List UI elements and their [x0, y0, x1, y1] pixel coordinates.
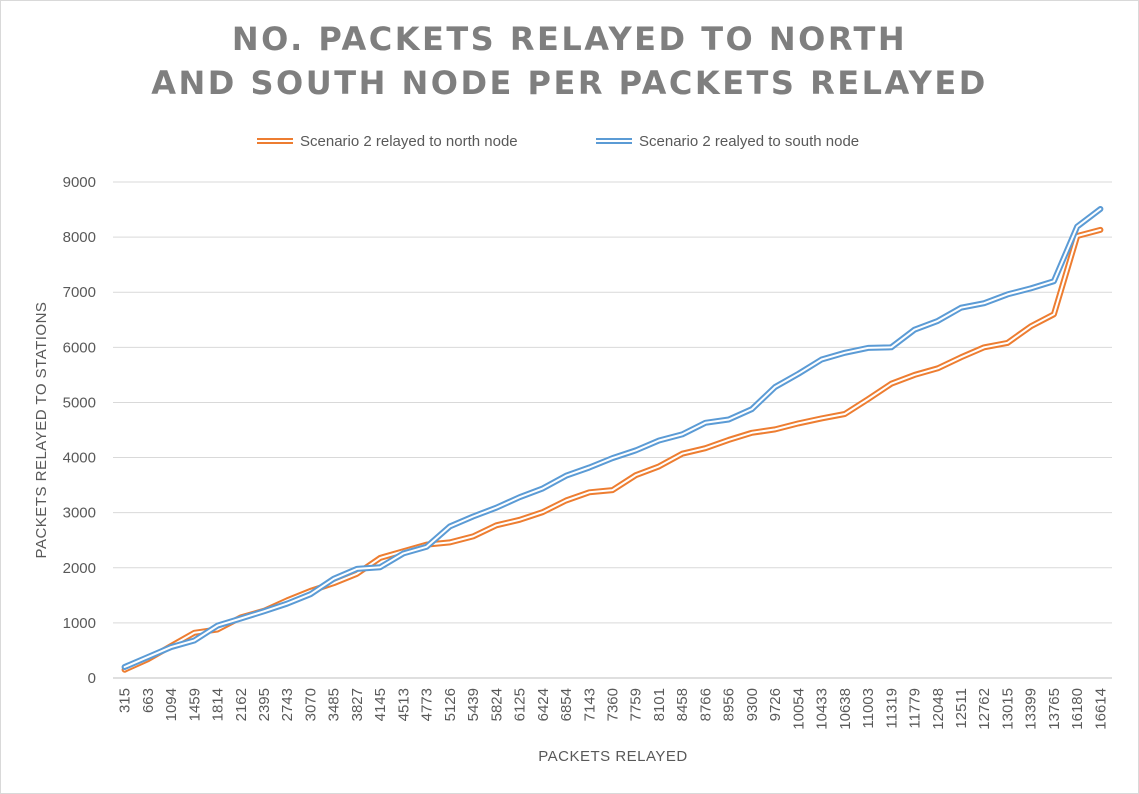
x-tick-label: 2743: [279, 688, 296, 721]
y-tick-label: 9000: [63, 174, 96, 191]
x-tick-label: 10433: [814, 688, 831, 730]
x-tick-label: 5439: [465, 688, 482, 721]
series-line-2-outer: [121, 206, 1104, 670]
x-tick-label: 11003: [860, 688, 877, 729]
x-tick-label: 12511: [953, 688, 970, 729]
x-tick-label: 6424: [535, 688, 552, 721]
x-tick-label: 10638: [837, 688, 854, 730]
x-tick-label: 2395: [256, 688, 273, 721]
x-tick-label: 2162: [233, 688, 250, 721]
x-tick-label: 10054: [790, 688, 807, 730]
x-tick-label: 4773: [419, 688, 436, 721]
y-axis-tick-labels: 0 1000 2000 3000 4000 5000 6000 7000 8000 9000: [63, 174, 96, 687]
x-tick-label: 9726: [767, 688, 784, 721]
series-line-1-inner: [123, 228, 1102, 671]
x-tick-label: 13765: [1046, 688, 1063, 730]
y-tick-label: 6000: [63, 339, 96, 356]
series-line-1-outer: [121, 226, 1104, 673]
x-tick-label: 5824: [488, 688, 505, 721]
y-tick-label: 1000: [63, 615, 96, 632]
x-tick-label: 7360: [605, 688, 622, 721]
x-tick-label: 1459: [186, 688, 203, 721]
x-tick-label: 8956: [721, 688, 738, 721]
chart-title-line-1: NO. PACKETS RELAYED TO NORTH: [231, 20, 908, 58]
legend: Scenario 2 relayed to north node Scenario…: [257, 133, 859, 150]
x-tick-label: 8101: [651, 688, 668, 721]
x-tick-label: 6854: [558, 688, 575, 721]
x-axis-label: PACKETS RELAYED: [538, 748, 688, 765]
x-tick-label: 9300: [744, 688, 761, 721]
y-tick-label: 4000: [63, 450, 96, 467]
legend-label-1: Scenario 2 relayed to north node: [300, 133, 518, 150]
x-tick-label: 3827: [349, 688, 366, 721]
y-tick-label: 8000: [63, 229, 96, 246]
legend-label-2: Scenario 2 realyed to south node: [639, 133, 859, 150]
x-tick-label: 315: [117, 688, 134, 713]
x-tick-label: 4513: [395, 688, 412, 721]
x-tick-label: 8458: [674, 688, 691, 721]
x-tick-label: 1094: [163, 688, 180, 721]
y-tick-label: 3000: [63, 505, 96, 522]
x-tick-label: 11779: [907, 688, 924, 729]
x-axis-tick-labels: 315 663 1094 1459 1814 2162 2395 2743 3070 3485 38…: [117, 688, 1110, 730]
x-tick-label: 12762: [976, 688, 993, 730]
x-tick-label: 3485: [326, 688, 343, 721]
x-tick-label: 663: [140, 688, 157, 713]
gridlines: [113, 181, 1112, 679]
y-tick-label: 7000: [63, 284, 96, 301]
x-tick-label: 5126: [442, 688, 459, 721]
y-axis-label: PACKETS RELAYED TO STATIONS: [33, 302, 50, 559]
x-tick-label: 12048: [930, 688, 947, 730]
y-tick-label: 2000: [63, 560, 96, 577]
x-tick-label: 1814: [210, 688, 227, 721]
chart-title-line-2: AND SOUTH NODE PER PACKETS RELAYED: [151, 64, 988, 102]
x-tick-label: 13015: [999, 688, 1016, 730]
x-tick-label: 16180: [1069, 688, 1086, 730]
x-tick-label: 6125: [512, 688, 529, 721]
x-tick-label: 4145: [372, 688, 389, 721]
series-line-2-inner: [123, 208, 1102, 668]
x-tick-label: 8766: [697, 688, 714, 721]
x-tick-label: 16614: [1092, 688, 1109, 730]
x-tick-label: 11319: [883, 688, 900, 729]
x-tick-label: 7143: [581, 688, 598, 721]
x-tick-label: 3070: [302, 688, 319, 721]
y-tick-label: 5000: [63, 394, 96, 411]
x-tick-label: 13399: [1023, 688, 1040, 730]
y-tick-label: 0: [88, 670, 96, 687]
x-tick-label: 7759: [628, 688, 645, 721]
series-lines: [121, 206, 1104, 673]
